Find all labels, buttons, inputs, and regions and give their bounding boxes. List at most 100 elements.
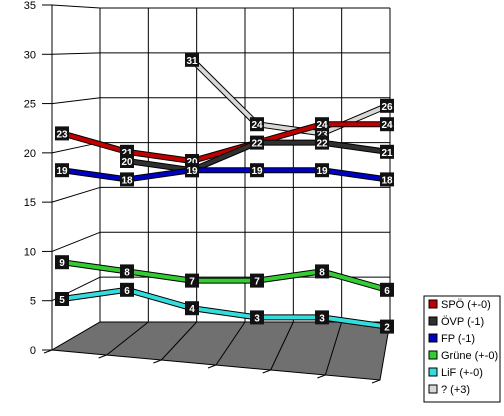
data-label: 31 — [186, 56, 198, 67]
data-label: 3 — [319, 313, 325, 324]
legend-swatch-icon — [428, 384, 438, 394]
data-point — [315, 264, 329, 279]
data-label: 24 — [381, 120, 393, 131]
data-point — [55, 126, 69, 141]
y-tick-label: 20 — [24, 148, 36, 160]
data-point — [120, 264, 134, 279]
data-point — [185, 301, 199, 316]
data-point — [55, 163, 69, 178]
y-tick-label: 25 — [24, 99, 36, 111]
legend-label: ÖVP (-1) — [441, 316, 484, 328]
legend-label: Grüne (+-0) — [441, 350, 498, 362]
data-point — [380, 319, 394, 334]
data-point — [380, 282, 394, 297]
data-point — [250, 117, 264, 132]
data-label: 6 — [384, 286, 390, 297]
data-label: 19 — [316, 166, 328, 177]
x-tick — [153, 359, 162, 364]
data-label: 9 — [59, 258, 65, 269]
data-point — [250, 135, 264, 150]
y-tick-label: 0 — [30, 345, 36, 357]
y-tick-label: 35 — [24, 0, 36, 12]
grid-side — [51, 186, 101, 203]
grid-lines — [51, 4, 391, 351]
series-line — [61, 287, 388, 329]
data-label: 2 — [384, 323, 390, 334]
data-label: 22 — [316, 139, 328, 150]
series-5: 5 6 4 3 3 2 — [55, 282, 394, 334]
y-tick-label: 5 — [30, 296, 36, 308]
data-point — [315, 117, 329, 132]
data-label: 20 — [121, 157, 133, 168]
floor-line — [160, 321, 198, 361]
floor-line — [106, 321, 149, 356]
data-label: 22 — [251, 139, 263, 150]
data-label: 19 — [251, 166, 263, 177]
floor-line — [215, 321, 246, 366]
data-label: 5 — [59, 295, 65, 306]
legend: SPÖ (+-0) ÖVP (-1) FP (-1) Grüne (+-0) LiF (… — [423, 295, 501, 403]
data-point — [315, 163, 329, 178]
series-3: 19 18 19 19 19 18 — [55, 163, 394, 187]
data-label: 7 — [189, 277, 195, 288]
data-point — [55, 255, 69, 270]
y-tick-label: 10 — [24, 246, 36, 258]
legend-swatch-icon — [428, 333, 438, 343]
data-point — [250, 310, 264, 325]
data-point — [315, 135, 329, 150]
data-label: 18 — [381, 175, 393, 186]
data-label: 20 — [186, 157, 198, 168]
series-line — [190, 58, 388, 136]
data-label: 21 — [381, 148, 393, 159]
data-label: 19 — [56, 166, 68, 177]
data-label: 23 — [56, 129, 68, 140]
legend-label: SPÖ (+-0) — [441, 299, 491, 311]
data-label: 18 — [121, 175, 133, 186]
data-point — [120, 172, 134, 187]
data-label: 19 — [186, 166, 198, 177]
legend-swatch-icon — [428, 299, 438, 309]
legend-swatch-icon — [428, 367, 438, 377]
data-label: 21 — [121, 148, 133, 159]
y-tick-label: 15 — [24, 197, 36, 209]
data-point — [185, 273, 199, 288]
data-point — [120, 282, 134, 297]
series-line — [61, 168, 388, 182]
legend-label: FP (-1) — [441, 333, 475, 345]
data-point — [380, 172, 394, 187]
data-point — [55, 292, 69, 306]
data-point — [315, 310, 329, 325]
data-label: 23 — [316, 129, 328, 140]
data-point — [380, 144, 394, 159]
series-line — [61, 260, 388, 292]
data-label: 4 — [189, 304, 195, 315]
data-label: 8 — [319, 267, 325, 278]
data-point — [380, 117, 394, 132]
x-tick — [371, 379, 381, 384]
floor-line — [324, 321, 343, 376]
data-point — [185, 52, 199, 67]
x-tick — [317, 374, 326, 379]
legend-box — [423, 295, 501, 403]
data-point — [250, 163, 264, 178]
data-label: 7 — [254, 277, 260, 288]
legend-swatch-icon — [428, 316, 438, 326]
y-tick-label: 30 — [24, 49, 36, 61]
legend-label: LiF (+-0) — [441, 367, 483, 379]
data-label: 24 — [316, 120, 328, 131]
grid-side — [51, 97, 101, 105]
grid-side — [51, 52, 101, 55]
grid-side — [51, 231, 101, 252]
data-label: 3 — [254, 313, 260, 324]
data-label: 8 — [124, 267, 130, 278]
series-2: 2019222221 — [120, 135, 394, 178]
legend-swatch-icon — [428, 350, 438, 360]
series-4: 9 8 7 7 8 6 — [55, 255, 394, 297]
data-label: 24 — [251, 120, 263, 131]
data-point — [380, 98, 394, 113]
data-point — [120, 154, 134, 168]
